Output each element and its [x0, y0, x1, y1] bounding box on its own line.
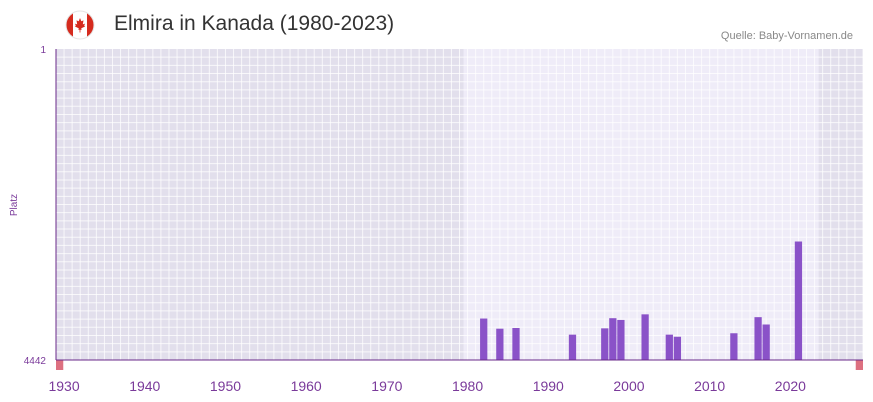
- x-tick-label-2010: 2010: [694, 378, 725, 394]
- grid-lines: [55, 49, 864, 360]
- bar-2021: [794, 241, 803, 360]
- year-markers: [56, 360, 863, 370]
- x-tick-label-1980: 1980: [452, 378, 483, 394]
- x-tick-label-2020: 2020: [775, 378, 806, 394]
- bar-1986: [512, 327, 520, 360]
- source-credit: Quelle: Baby-Vornamen.de: [720, 30, 853, 42]
- bar-series: [480, 241, 803, 360]
- bar-1984: [496, 328, 504, 360]
- bar-1999: [617, 319, 625, 360]
- bar-2006: [673, 336, 682, 360]
- x-tick-label-1950: 1950: [210, 378, 241, 394]
- bar-2016: [754, 317, 762, 360]
- bar-2005: [665, 334, 673, 360]
- y-tick-label-top: 1: [40, 45, 46, 56]
- x-tick-label-1930: 1930: [48, 378, 79, 394]
- x-tick-labels: 1930 1940 1950 1960 1970 1980 1990 2000 2010 2020: [48, 378, 806, 394]
- bar-2002: [641, 314, 649, 360]
- bar-2013: [730, 333, 738, 360]
- canada-flag-icon: [65, 10, 95, 40]
- y-axis-label: Platz: [9, 194, 20, 216]
- y-tick-label-bottom: 4442: [24, 356, 47, 367]
- bar-1998: [609, 318, 617, 360]
- bar-2017: [762, 324, 770, 360]
- x-tick-label-1990: 1990: [533, 378, 564, 394]
- x-tick-label-2000: 2000: [613, 378, 644, 394]
- bar-1993: [568, 334, 577, 360]
- x-tick-label-1970: 1970: [371, 378, 402, 394]
- x-tick-label-1960: 1960: [291, 378, 322, 394]
- bar-1982: [480, 318, 488, 360]
- x-tick-label-1940: 1940: [129, 378, 160, 394]
- year-marker-edge-right: [855, 360, 863, 370]
- year-marker-edge-left: [56, 360, 64, 370]
- bar-1997: [601, 328, 609, 360]
- chart-title: Elmira in Kanada (1980-2023): [114, 12, 395, 35]
